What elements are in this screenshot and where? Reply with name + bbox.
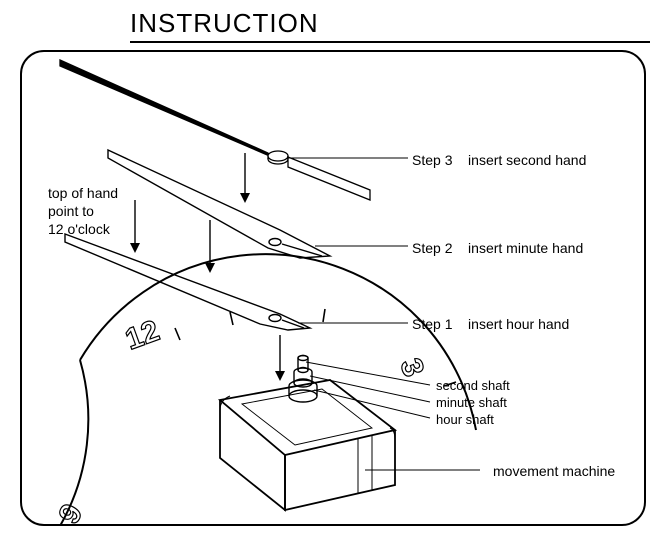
- note-line2: point to: [48, 202, 118, 220]
- svg-text:12: 12: [121, 314, 164, 356]
- note-line1: top of hand: [48, 184, 118, 202]
- svg-text:3: 3: [393, 354, 430, 381]
- step1-label: Step 1 insert hour hand: [412, 316, 569, 332]
- step2-text: insert minute hand: [468, 240, 583, 256]
- step3-num: Step 3: [412, 152, 452, 168]
- step3-text: insert second hand: [468, 152, 586, 168]
- step1-text: insert hour hand: [468, 316, 569, 332]
- twelve-oclock-note: top of hand point to 12 o'clock: [48, 184, 118, 239]
- shaft-stack: [289, 356, 317, 403]
- hour-shaft-label: hour shaft: [436, 412, 494, 427]
- second-hand: [60, 60, 370, 200]
- second-shaft-label: second shaft: [436, 378, 510, 393]
- page-title: INSTRUCTION: [130, 8, 650, 43]
- hour-hand: [65, 234, 310, 330]
- dial-number-6: 6: [382, 519, 409, 526]
- note-line3: 12 o'clock: [48, 220, 118, 238]
- svg-text:6: 6: [382, 519, 409, 526]
- step2-label: Step 2 insert minute hand: [412, 240, 583, 256]
- assembly-diagram: 12 3 9 6: [20, 50, 646, 526]
- step2-num: Step 2: [412, 240, 452, 256]
- dial-number-12: 12: [121, 314, 164, 356]
- minute-shaft-label: minute shaft: [436, 395, 507, 410]
- step3-label: Step 3 insert second hand: [412, 152, 586, 168]
- step1-num: Step 1: [412, 316, 452, 332]
- dial-number-3: 3: [393, 354, 430, 381]
- movement-label: movement machine: [492, 462, 616, 480]
- movement-machine: [220, 380, 395, 510]
